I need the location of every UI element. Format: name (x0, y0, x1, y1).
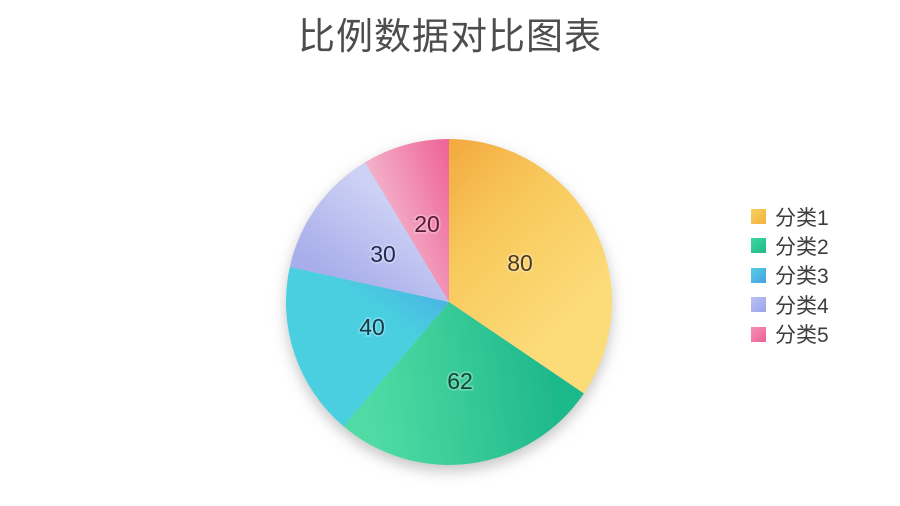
svg-text:40: 40 (359, 314, 385, 340)
svg-text:80: 80 (507, 250, 533, 276)
svg-text:62: 62 (447, 368, 473, 394)
svg-text:20: 20 (414, 211, 440, 237)
svg-text:30: 30 (370, 241, 396, 267)
